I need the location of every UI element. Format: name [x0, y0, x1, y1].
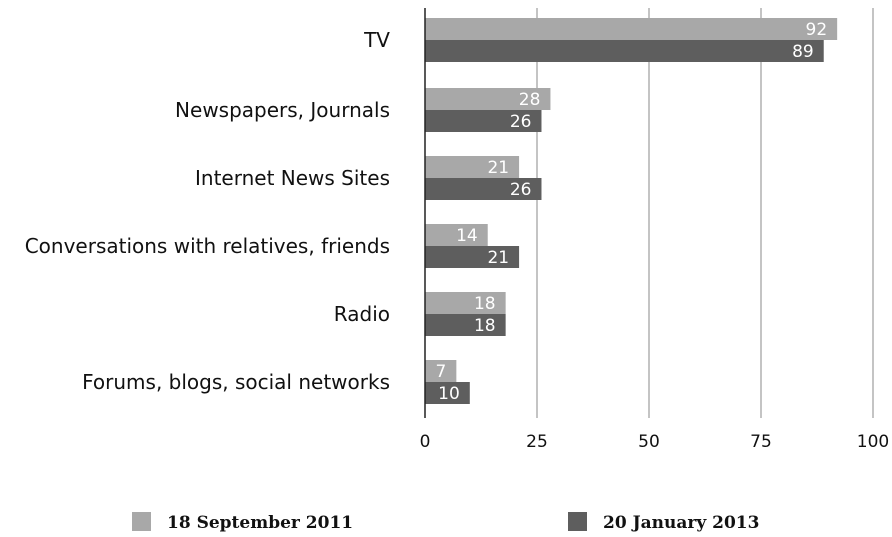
legend-label-0: 18 September 2011: [167, 513, 353, 533]
bar-2-1: [425, 178, 542, 200]
category-label-2: Internet News Sites: [195, 166, 390, 190]
bar-value-label-4-0: 18: [474, 294, 496, 314]
bar-3-0: [425, 224, 488, 246]
x-tick-label-0: 0: [420, 432, 431, 452]
bar-value-label-5-1: 10: [438, 384, 460, 404]
legend-swatch-1: [568, 512, 587, 531]
bar-5-0: [425, 360, 457, 382]
bar-value-label-5-0: 7: [436, 362, 447, 382]
bar-value-label-2-1: 26: [510, 180, 532, 200]
legend-swatch-0: [132, 512, 151, 531]
category-label-1: Newspapers, Journals: [175, 98, 390, 122]
category-label-4: Radio: [334, 302, 390, 326]
legend: 18 September 2011 20 January 2013: [132, 512, 759, 533]
bar-value-label-0-1: 89: [792, 42, 814, 62]
bar-4-1: [425, 314, 506, 336]
bar-3-1: [425, 246, 520, 268]
x-tick-label-2: 50: [638, 432, 660, 452]
bar-5-1: [425, 382, 470, 404]
x-tick-label-1: 25: [526, 432, 548, 452]
bar-0-0: [425, 18, 838, 40]
bar-value-label-2-0: 21: [487, 158, 509, 178]
bar-2-0: [425, 156, 520, 178]
category-label-3: Conversations with relatives, friends: [25, 234, 390, 258]
x-tick-label-3: 75: [750, 432, 772, 452]
category-label-0: TV: [363, 28, 390, 52]
bar-value-label-0-0: 92: [806, 20, 828, 40]
gridlines: [536, 8, 874, 418]
x-axis-ticks: 0 25 50 75 100: [420, 432, 890, 452]
bar-value-label-1-0: 28: [519, 90, 541, 110]
bar-0-1: [425, 40, 824, 62]
bar-1-0: [425, 88, 551, 110]
x-tick-label-4: 100: [857, 432, 889, 452]
category-labels: TV Newspapers, Journals Internet News Site…: [25, 28, 391, 394]
bar-4-0: [425, 292, 506, 314]
bar-value-label-3-1: 21: [487, 248, 509, 268]
bar-1-1: [425, 110, 542, 132]
bar-value-label-3-0: 14: [456, 226, 478, 246]
bar-value-label-1-1: 26: [510, 112, 532, 132]
bar-value-label-4-1: 18: [474, 316, 496, 336]
legend-label-1: 20 January 2013: [603, 513, 759, 533]
category-label-5: Forums, blogs, social networks: [82, 370, 390, 394]
